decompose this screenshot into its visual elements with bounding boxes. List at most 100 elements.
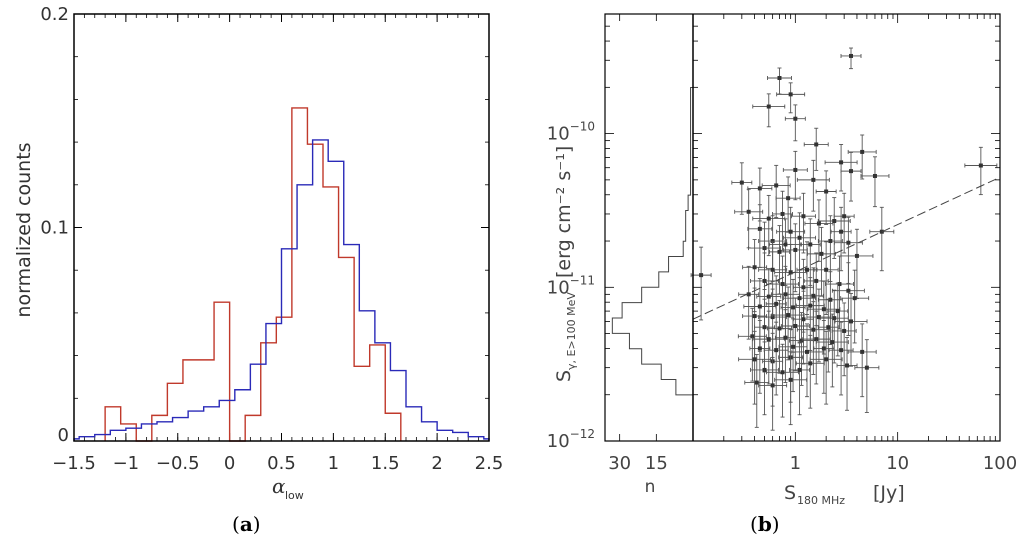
a-series-blue	[73, 139, 490, 441]
b-point	[761, 164, 791, 218]
caption-a: (a)	[232, 512, 261, 536]
b-point-marker	[842, 328, 847, 333]
b-point-marker	[846, 288, 851, 293]
b-point-marker	[757, 226, 762, 231]
b-x-axis-unit: [Jy]	[873, 482, 905, 504]
b-point	[840, 228, 874, 300]
b-point-marker	[854, 253, 859, 258]
b-point	[831, 262, 865, 336]
b-point-marker	[752, 265, 757, 270]
b-y-tick-label: 10−10	[547, 120, 595, 145]
b-point-marker	[846, 240, 851, 245]
b-point	[789, 341, 811, 416]
b-point	[731, 162, 753, 215]
b-x-axis-main: S	[784, 482, 796, 504]
b-plot-frame	[604, 13, 1001, 442]
b-point-marker	[845, 363, 850, 368]
b-point-marker	[801, 317, 806, 322]
a-x-tick-label: −1	[113, 453, 140, 474]
b-point	[752, 194, 786, 257]
b-point	[782, 223, 808, 293]
b-point-marker	[766, 104, 771, 109]
b-point-marker	[797, 367, 802, 372]
b-point	[809, 330, 843, 405]
b-point-marker	[864, 365, 869, 370]
b-point-marker	[821, 346, 826, 351]
b-point	[780, 297, 810, 372]
a-x-tick-label: 1	[328, 453, 339, 474]
a-y-tick-label: 0	[58, 425, 69, 446]
b-point-marker	[835, 309, 840, 314]
b-point	[737, 307, 767, 382]
b-point-marker	[777, 326, 782, 331]
b-point-marker	[849, 169, 854, 174]
b-point-marker	[824, 357, 829, 362]
b-point-marker	[801, 214, 806, 219]
b-point	[804, 199, 834, 262]
b-x-axis-subscript: 180 MHz	[797, 494, 845, 507]
b-point-marker	[839, 160, 844, 165]
b-point-marker	[770, 383, 775, 388]
b-point-marker	[828, 239, 833, 244]
b-point-marker	[811, 293, 816, 298]
b-point-marker	[839, 229, 844, 234]
b-point	[815, 170, 837, 225]
b-point	[776, 82, 806, 114]
b-point	[747, 204, 773, 268]
b-point-marker	[804, 267, 809, 272]
b-point	[831, 302, 857, 377]
b-point	[775, 176, 801, 233]
b-point-marker	[791, 344, 796, 349]
b-points-group	[690, 47, 998, 431]
panel-a-histogram: normalized counts α low −1.5 −1 −0.5 0 0.5 1 1…	[13, 4, 503, 502]
b-point-marker	[783, 292, 788, 297]
b-point-marker	[757, 186, 762, 191]
b-x-tick-label: 10	[886, 453, 909, 474]
b-point-marker	[757, 346, 762, 351]
b-point-marker	[826, 325, 831, 330]
a-x-tick-label: 0	[224, 453, 235, 474]
a-axis-ticks: −1.5 −1 −0.5 0 0.5 1 1.5 2 2.5 0 0.1 0.2	[40, 4, 503, 474]
b-point	[774, 309, 796, 383]
a-x-tick-label: 2.5	[475, 453, 504, 474]
b-point-marker	[824, 189, 829, 194]
b-point	[836, 337, 858, 411]
b-point-marker	[837, 282, 842, 287]
b-side-histogram-steps	[611, 86, 693, 396]
a-x-axis-symbol: α	[272, 474, 286, 498]
b-point-marker	[777, 76, 782, 81]
b-point	[869, 206, 895, 272]
a-x-axis-label: α low	[272, 474, 304, 502]
b-point	[817, 298, 839, 373]
b-point-marker	[780, 211, 785, 216]
b-point-marker	[766, 216, 771, 221]
b-point-marker	[770, 315, 775, 320]
b-point	[860, 156, 890, 208]
b-point-marker	[757, 304, 762, 309]
b-point-marker	[821, 307, 826, 312]
b-point	[795, 334, 825, 409]
b-point-marker	[786, 196, 791, 201]
b-point-marker	[978, 163, 983, 168]
b-point-marker	[799, 338, 804, 343]
b-point-marker	[783, 335, 788, 340]
b-y-tick-label: 10−11	[547, 273, 595, 298]
b-point	[758, 356, 788, 431]
b-point-marker	[797, 235, 802, 240]
b-point	[774, 351, 808, 426]
b-point-marker	[754, 380, 759, 385]
b-point	[834, 292, 868, 367]
a-x-tick-label: −1.5	[52, 453, 96, 474]
b-point	[752, 310, 786, 385]
a-plot-frame	[73, 13, 490, 442]
b-point-marker	[791, 305, 796, 310]
b-point	[833, 192, 855, 254]
caption-b: (b)	[750, 512, 780, 536]
b-point-marker	[793, 167, 798, 172]
b-x-tick-label: 100	[983, 453, 1017, 474]
b-point	[774, 243, 808, 318]
b-n-tick-label: 15	[645, 453, 668, 474]
b-y-axis-main: S	[553, 370, 575, 382]
b-point	[964, 146, 998, 196]
a-x-tick-label: 2	[431, 453, 442, 474]
